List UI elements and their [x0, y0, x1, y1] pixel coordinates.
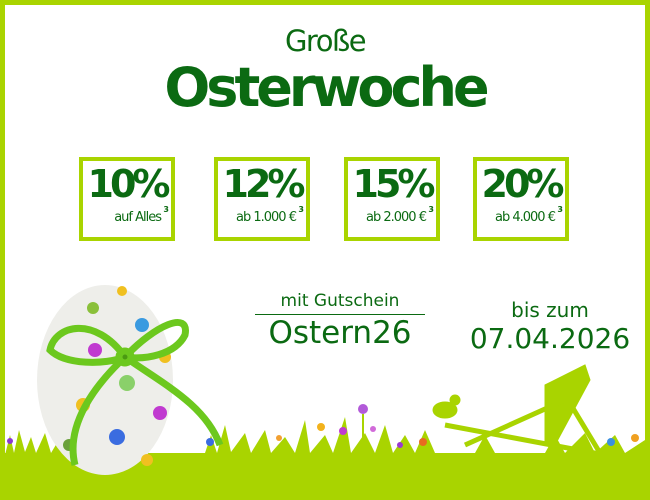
- offer-footnote: 3: [163, 205, 169, 214]
- voucher-code: Ostern26: [268, 315, 412, 351]
- headline-line1: Große: [284, 24, 367, 58]
- offer-footnote: 3: [428, 205, 434, 214]
- headline-line2: Osterwoche: [164, 56, 489, 119]
- offer-condition: ab 1.000 €: [236, 210, 297, 225]
- background-illustration: [5, 285, 645, 500]
- offer-box: 15% ab 2.000 € 3: [344, 157, 440, 241]
- offer-box: 10% auf Alles 3: [79, 157, 175, 241]
- deck-chair-bird-silhouette: [432, 364, 606, 458]
- offer-box: 20% ab 4.000 € 3: [473, 157, 569, 241]
- ribbon-bow: [46, 319, 224, 466]
- validity-date: 07.04.2026: [469, 322, 631, 355]
- offer-percent: 10%: [87, 162, 171, 206]
- validity-label: bis zum: [511, 298, 589, 322]
- offer-percent: 12%: [222, 162, 306, 206]
- offer-footnote: 3: [298, 205, 304, 214]
- offer-percent: 15%: [352, 162, 436, 206]
- offer-condition: ab 4.000 €: [495, 210, 556, 225]
- flowers: [7, 404, 639, 453]
- voucher-divider: [255, 314, 425, 315]
- offer-footnote: 3: [557, 205, 563, 214]
- offer-condition: ab 2.000 €: [366, 210, 427, 225]
- offer-box: 12% ab 1.000 € 3: [214, 157, 310, 241]
- offer-condition: auf Alles: [114, 210, 162, 225]
- offer-percent: 20%: [481, 162, 565, 206]
- voucher-label: mit Gutschein: [280, 291, 400, 311]
